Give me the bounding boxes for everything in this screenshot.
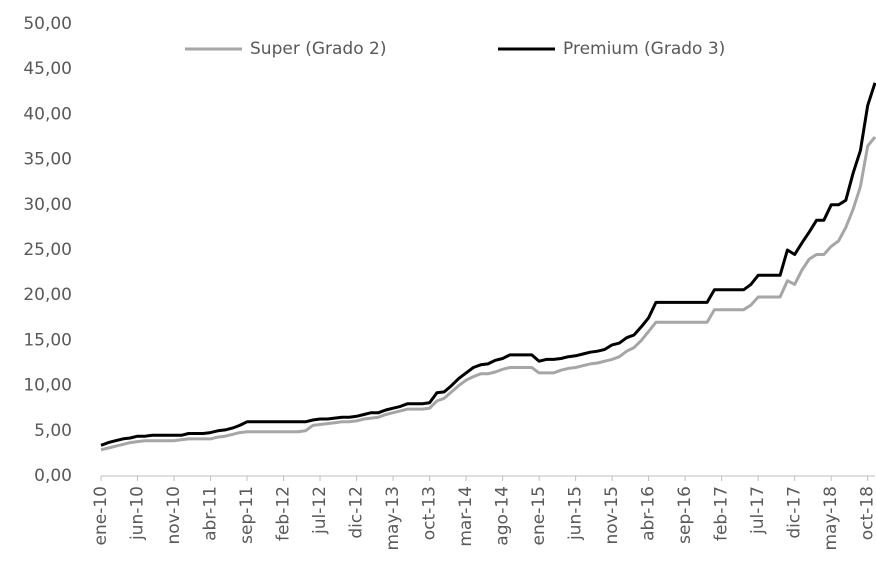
x-tick-label: may-13 xyxy=(383,486,403,551)
x-tick-label: oct-13 xyxy=(420,486,440,540)
x-tick-label: abr-11 xyxy=(201,486,221,541)
x-tick-label: jun-10 xyxy=(128,486,148,541)
x-tick-label: abr-16 xyxy=(639,486,659,541)
line-series xyxy=(100,136,876,452)
x-tick-label: sep-16 xyxy=(675,486,695,544)
x-tick-label: nov-15 xyxy=(602,486,622,545)
x-tick-label: ago-14 xyxy=(493,486,513,546)
x-tick-label: sep-11 xyxy=(237,486,257,544)
y-tick-label: 20,00 xyxy=(23,285,72,305)
x-tick-label: nov-10 xyxy=(164,486,184,545)
x-tick-label: jul-17 xyxy=(748,486,768,535)
x-tick-label: ene-15 xyxy=(529,486,549,545)
y-tick-label: 40,00 xyxy=(23,104,72,124)
x-tick-label: dic-17 xyxy=(785,486,805,539)
y-tick-label: 25,00 xyxy=(23,240,72,260)
legend-label: Premium (Grado 3) xyxy=(563,39,725,59)
y-tick-label: 35,00 xyxy=(23,150,72,170)
legend-label: Super (Grado 2) xyxy=(250,39,386,59)
x-tick-label: dic-12 xyxy=(347,486,367,539)
line-series xyxy=(100,82,876,447)
y-tick-label: 45,00 xyxy=(23,59,72,79)
x-tick-label: ene-10 xyxy=(91,486,111,545)
x-tick-label: feb-17 xyxy=(712,486,732,541)
y-tick-label: 0,00 xyxy=(34,466,72,486)
x-tick-label: mar-14 xyxy=(456,486,476,547)
y-tick-label: 5,00 xyxy=(34,421,72,441)
y-tick-label: 15,00 xyxy=(23,330,72,350)
x-tick-label: may-18 xyxy=(821,486,841,551)
x-tick-label: jul-12 xyxy=(310,486,330,535)
y-tick-label: 50,00 xyxy=(23,14,72,34)
x-tick-label: feb-12 xyxy=(274,486,294,541)
x-tick-label: jun-15 xyxy=(566,486,586,541)
y-tick-label: 10,00 xyxy=(23,376,72,396)
x-tick-label: oct-18 xyxy=(858,486,876,540)
y-tick-label: 30,00 xyxy=(23,195,72,215)
